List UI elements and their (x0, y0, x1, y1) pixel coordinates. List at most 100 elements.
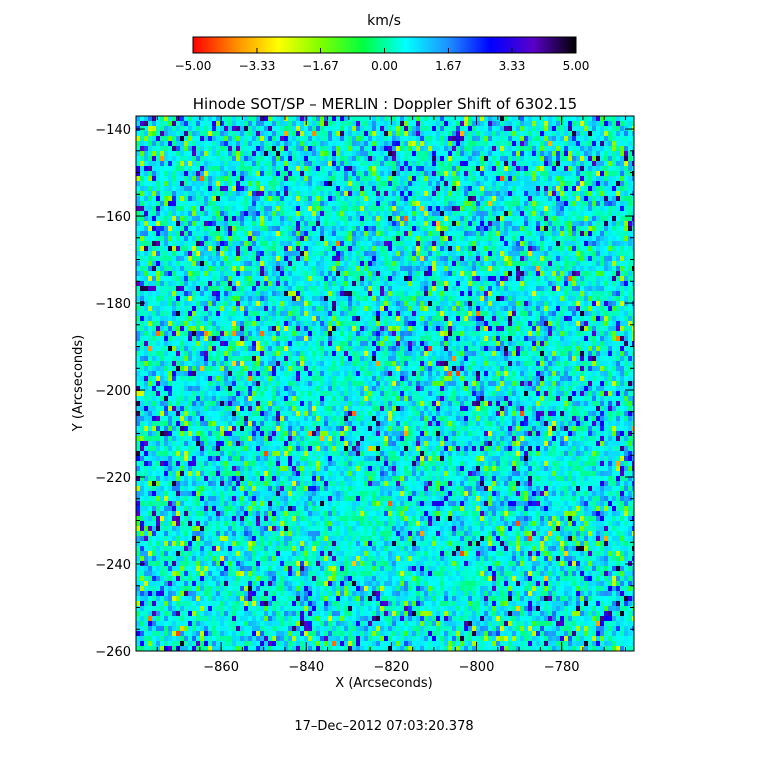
heatmap-cell (508, 171, 512, 176)
heatmap-cell (228, 266, 232, 271)
heatmap-cell (524, 236, 528, 241)
heatmap-cell (572, 201, 576, 206)
heatmap-cell (616, 121, 620, 126)
heatmap-cell (144, 151, 148, 156)
heatmap-cell (188, 311, 192, 316)
heatmap-cell (192, 126, 196, 131)
heatmap-cell (268, 291, 272, 296)
heatmap-cell (452, 216, 456, 221)
heatmap-cell (460, 181, 464, 186)
heatmap-cell (592, 121, 596, 126)
heatmap-cell (580, 226, 584, 231)
heatmap-cell (612, 211, 616, 216)
heatmap-cell (276, 261, 280, 266)
heatmap-cell (476, 306, 480, 311)
heatmap-cell (556, 176, 560, 181)
heatmap-cell (504, 226, 508, 231)
heatmap-cell (168, 136, 172, 141)
heatmap-cell (228, 131, 232, 136)
heatmap-cell (160, 171, 164, 176)
heatmap-cell (236, 226, 240, 231)
heatmap-cell (408, 126, 412, 131)
heatmap-cell (332, 211, 336, 216)
heatmap-cell (208, 231, 212, 236)
heatmap-cell (276, 256, 280, 261)
heatmap-cell (356, 276, 360, 281)
heatmap-cell (196, 286, 200, 291)
heatmap-cell (188, 211, 192, 216)
heatmap-cell (136, 146, 140, 151)
heatmap-cell (572, 216, 576, 221)
heatmap-cell (520, 196, 524, 201)
heatmap-cell (140, 256, 144, 261)
heatmap-cell (420, 116, 424, 121)
heatmap-cell (504, 141, 508, 146)
heatmap-cell (220, 196, 224, 201)
heatmap-cell (540, 131, 544, 136)
heatmap-cell (296, 181, 300, 186)
heatmap-cell (588, 231, 592, 236)
heatmap-cell (576, 301, 580, 306)
heatmap-cell (424, 201, 428, 206)
heatmap-cell (604, 176, 608, 181)
heatmap-cell (596, 286, 600, 291)
heatmap-cell (300, 226, 304, 231)
heatmap-cell (476, 231, 480, 236)
heatmap-cell (388, 296, 392, 301)
heatmap-cell (352, 226, 356, 231)
heatmap-cell (316, 286, 320, 291)
heatmap-cell (284, 221, 288, 226)
heatmap-cell (356, 241, 360, 246)
heatmap-cell (340, 126, 344, 131)
heatmap-cell (556, 126, 560, 131)
heatmap-cell (344, 126, 348, 131)
heatmap-cell (392, 171, 396, 176)
heatmap-cell (516, 286, 520, 291)
heatmap-cell (608, 121, 612, 126)
heatmap-cell (412, 186, 416, 191)
heatmap-cell (572, 266, 576, 271)
heatmap-cell (620, 161, 624, 166)
heatmap-cell (488, 121, 492, 126)
heatmap-cell (576, 226, 580, 231)
heatmap-cell (624, 191, 628, 196)
heatmap-cell (528, 251, 532, 256)
heatmap-cell (604, 281, 608, 286)
heatmap-cell (484, 206, 488, 211)
heatmap-cell (308, 176, 312, 181)
heatmap-cell (388, 256, 392, 261)
heatmap-cell (396, 166, 400, 171)
heatmap-cell (408, 216, 412, 221)
heatmap-cell (492, 206, 496, 211)
heatmap-cell (192, 206, 196, 211)
heatmap-cell (468, 196, 472, 201)
heatmap-cell (380, 256, 384, 261)
heatmap-cell (496, 156, 500, 161)
heatmap-cell (572, 131, 576, 136)
heatmap-cell (336, 166, 340, 171)
heatmap-cell (464, 146, 468, 151)
heatmap-cell (292, 211, 296, 216)
heatmap-cell (252, 306, 256, 311)
heatmap-cell (340, 201, 344, 206)
heatmap-cell (196, 136, 200, 141)
heatmap-cell (400, 301, 404, 306)
heatmap-cell (300, 221, 304, 226)
heatmap-cell (436, 121, 440, 126)
heatmap-cell (556, 271, 560, 276)
heatmap-cell (376, 191, 380, 196)
heatmap-cell (384, 161, 388, 166)
heatmap-cell (560, 196, 564, 201)
heatmap-cell (188, 246, 192, 251)
heatmap-cell (176, 126, 180, 131)
heatmap-cell (364, 131, 368, 136)
heatmap-cell (444, 131, 448, 136)
heatmap-cell (464, 186, 468, 191)
heatmap-cell (496, 171, 500, 176)
heatmap-cell (484, 266, 488, 271)
heatmap-cell (376, 216, 380, 221)
heatmap-cell (612, 136, 616, 141)
heatmap-cell (316, 251, 320, 256)
heatmap-cell (488, 276, 492, 281)
heatmap-cell (468, 116, 472, 121)
